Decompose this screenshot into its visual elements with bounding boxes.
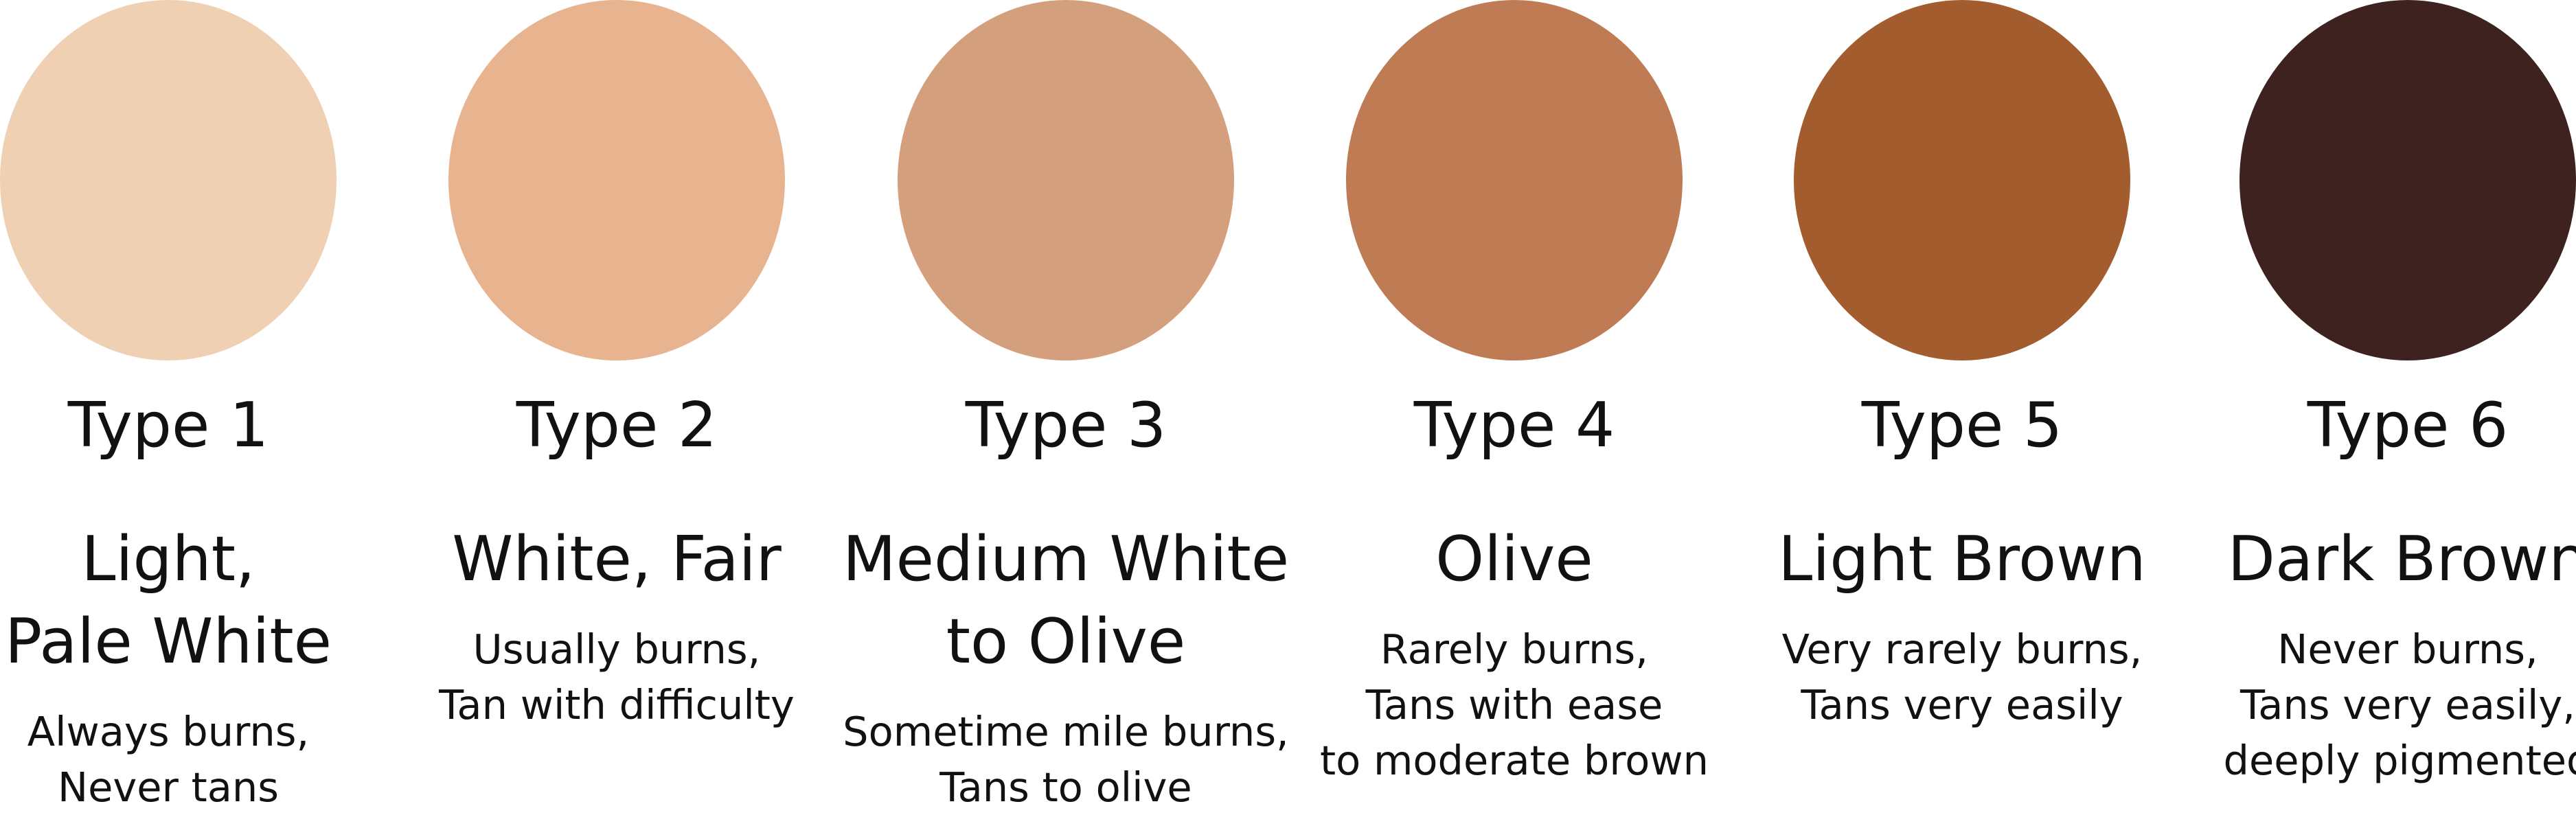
skin-description-1: Always burns, Never tans: [0, 704, 391, 815]
skin-description-line: Tans very easily: [1801, 681, 2123, 728]
skin-swatch-4: [1346, 0, 1683, 360]
skin-swatch-3: [898, 0, 1234, 360]
skin-swatch-2: [448, 0, 785, 360]
skin-description-line: Tans with ease: [1365, 681, 1663, 728]
skin-name-2: White, Fair: [394, 518, 840, 601]
skin-description-line: Sometime mile burns,: [843, 708, 1289, 755]
skin-type-column-3: Type 3 Medium White to Olive Sometime mi…: [843, 0, 1289, 813]
skin-name-6: Dark Brown: [2185, 518, 2576, 601]
skin-description-3: Sometime mile burns, Tans to olive: [843, 704, 1289, 815]
skin-name-line: Olive: [1435, 523, 1593, 595]
skin-swatch-1: [0, 0, 337, 360]
skin-description-line: Tans very easily,: [2239, 681, 2576, 728]
skin-description-2: Usually burns, Tan with difficulty: [394, 621, 840, 733]
skin-description-line: Never burns,: [2277, 625, 2538, 673]
skin-description-line: Rarely burns,: [1380, 625, 1649, 673]
skin-name-line: White, Fair: [452, 523, 782, 595]
type-label-4: Type 4: [1413, 389, 1615, 461]
skin-type-column-4: Type 4 Olive Rarely burns, Tans with eas…: [1291, 0, 1737, 813]
skin-description-line: to moderate brown: [1319, 737, 1709, 784]
skin-swatch-5: [1794, 0, 2130, 360]
type-label-1: Type 1: [67, 389, 269, 461]
skin-description-5: Very rarely burns, Tans very easily: [1739, 621, 2185, 733]
skin-description-4: Rarely burns, Tans with ease to moderate…: [1291, 621, 1737, 788]
skin-name-line: Light,: [81, 523, 255, 595]
skin-type-column-6: Type 6 Dark Brown Never burns, Tans very…: [2185, 0, 2576, 813]
skin-description-6: Never burns, Tans very easily, deeply pi…: [2185, 621, 2576, 788]
skin-description-line: deeply pigmented: [2223, 737, 2576, 784]
skin-name-line: Medium White: [843, 523, 1290, 595]
skin-description-line: Tan with difficulty: [439, 681, 795, 728]
skin-name-line: to Olive: [946, 606, 1186, 678]
type-label-3: Type 3: [965, 389, 1167, 461]
type-label-2: Type 2: [516, 389, 718, 461]
skin-name-line: Light Brown: [1778, 523, 2146, 595]
skin-type-column-2: Type 2 White, Fair Usually burns, Tan wi…: [394, 0, 840, 813]
skin-name-line: Dark Brown: [2227, 523, 2576, 595]
skin-name-4: Olive: [1291, 518, 1737, 601]
skin-type-column-1: Type 1 Light, Pale White Always burns, N…: [0, 0, 391, 813]
skin-swatch-6: [2239, 0, 2576, 360]
skin-description-line: Very rarely burns,: [1781, 625, 2143, 673]
skin-description-line: Always burns,: [27, 708, 310, 755]
type-label-5: Type 5: [1861, 389, 2063, 461]
skin-description-line: Never tans: [57, 764, 280, 811]
type-label-6: Type 6: [2307, 389, 2509, 461]
skin-name-line: Pale White: [4, 606, 332, 678]
skin-description-line: Usually burns,: [472, 625, 761, 673]
skin-name-1: Light, Pale White: [0, 518, 391, 683]
skin-description-line: Tans to olive: [939, 764, 1192, 811]
skin-type-column-5: Type 5 Light Brown Very rarely burns, Ta…: [1739, 0, 2185, 813]
skin-name-5: Light Brown: [1739, 518, 2185, 601]
skin-name-3: Medium White to Olive: [843, 518, 1289, 683]
